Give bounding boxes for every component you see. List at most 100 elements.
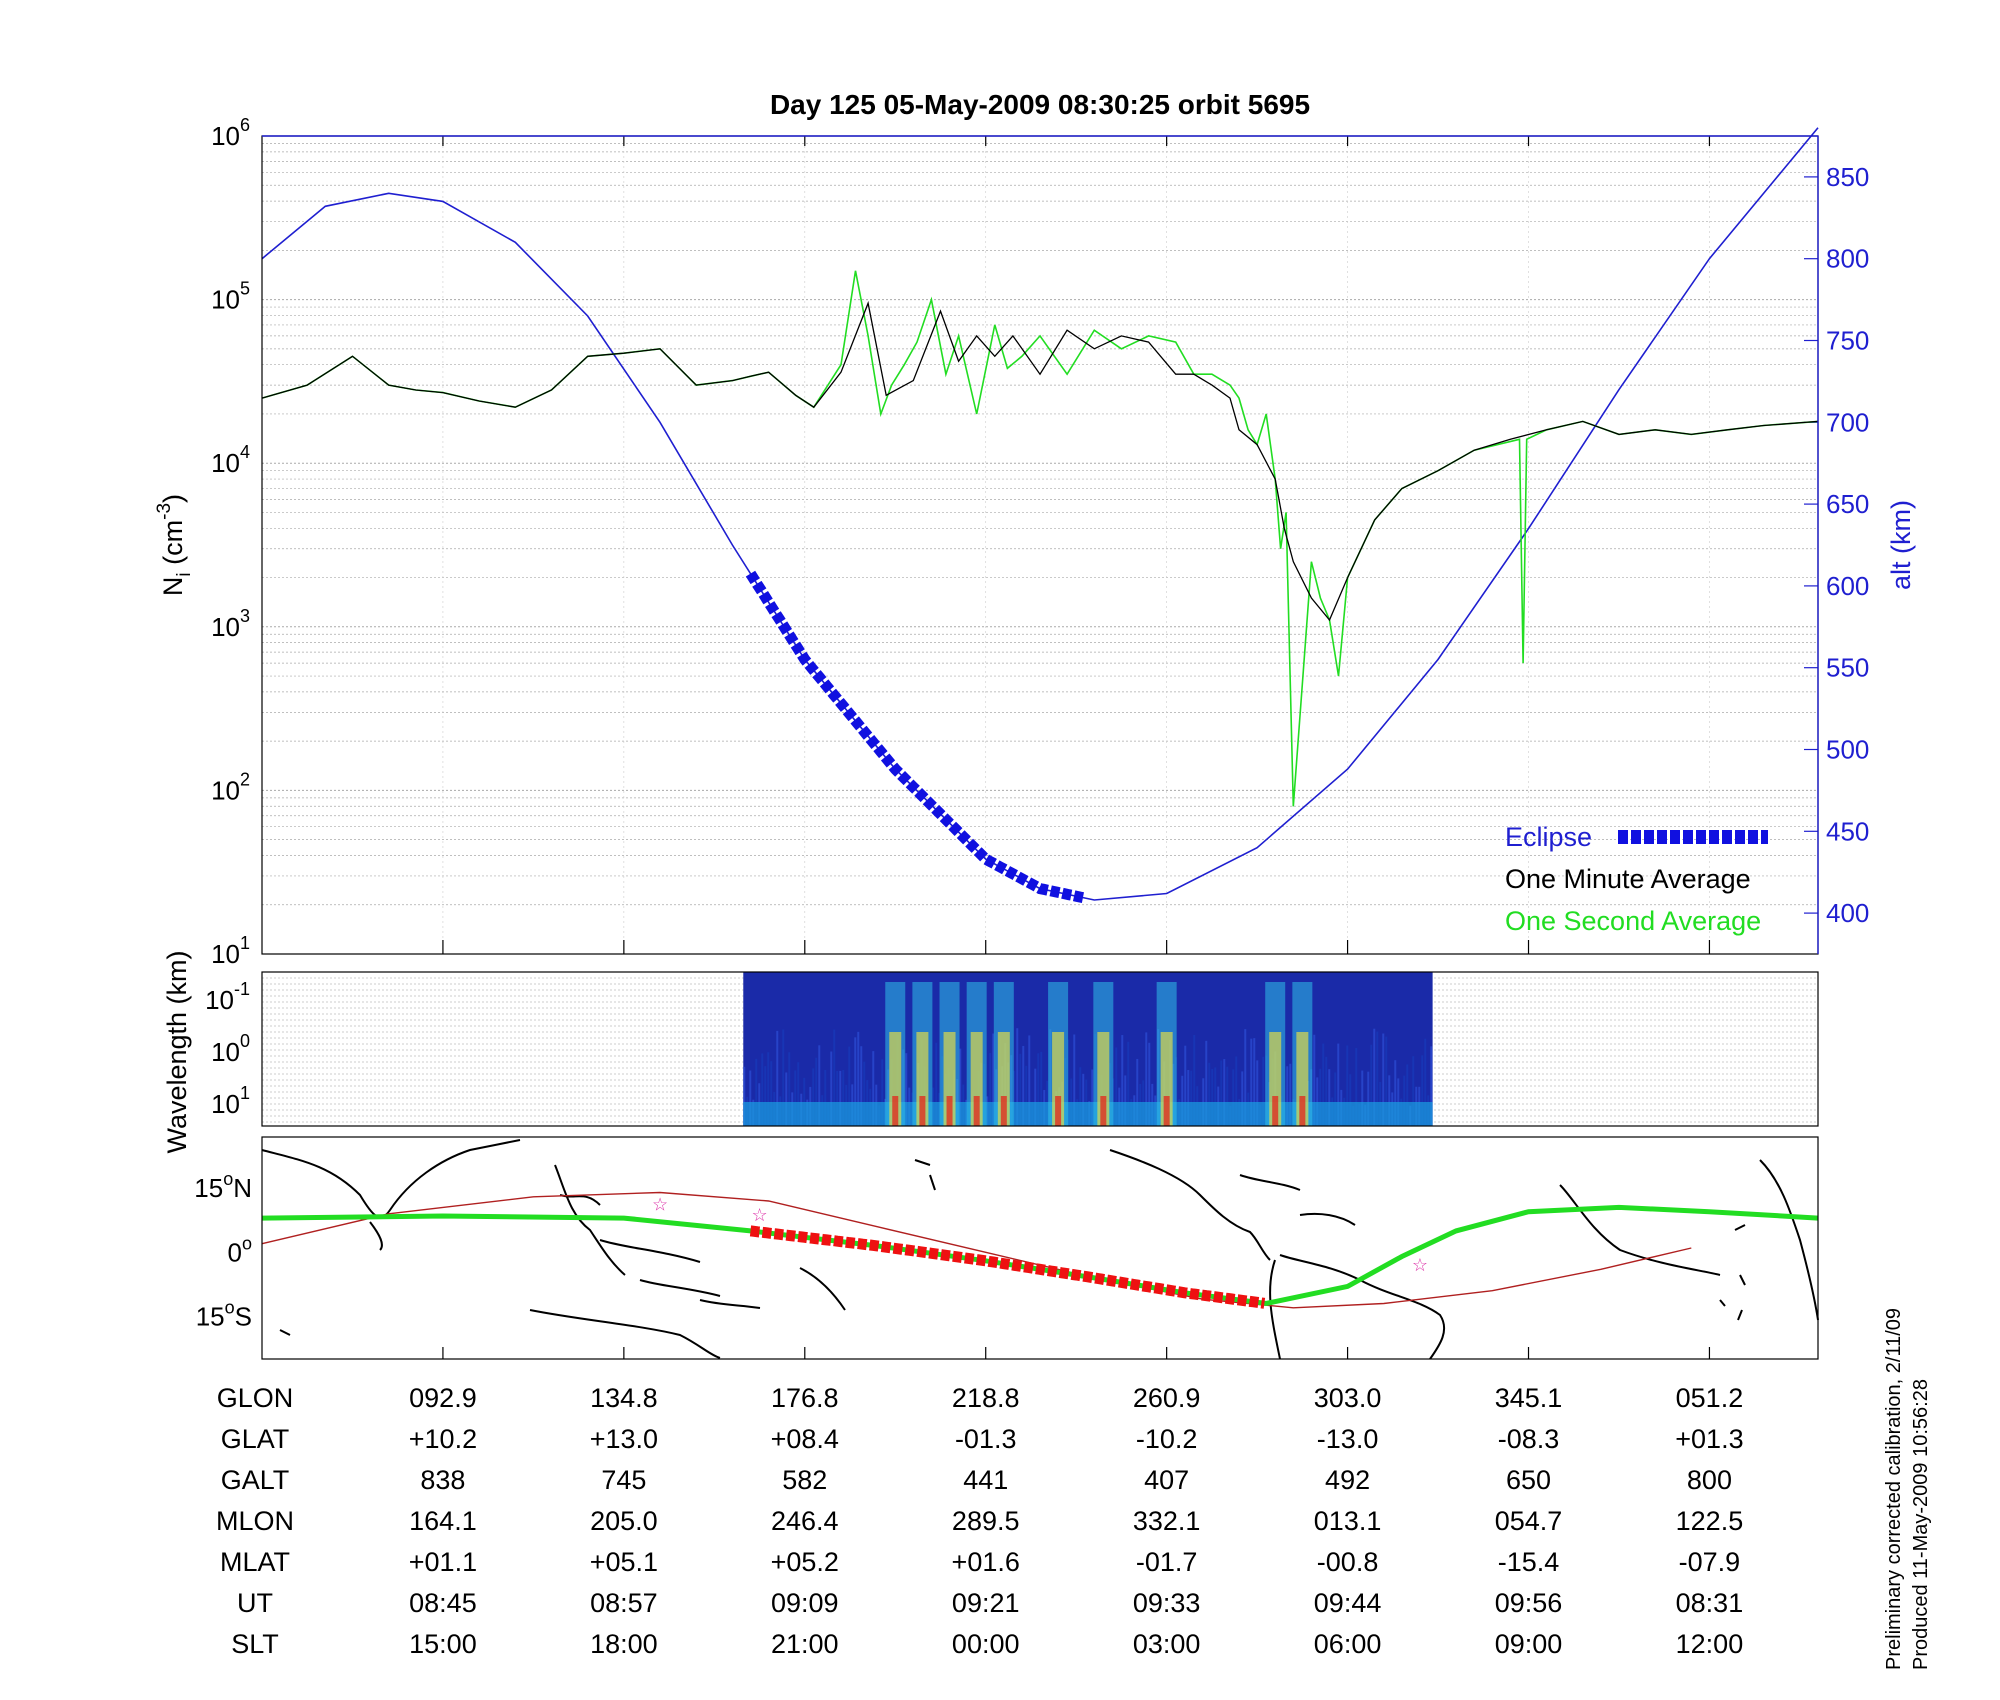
spectrogram-column <box>1079 1067 1082 1126</box>
spectrogram-column <box>1403 1075 1406 1126</box>
spectrogram-column <box>1226 1066 1229 1126</box>
spectrogram-column <box>1313 1034 1316 1126</box>
table-cell: 332.1 <box>1133 1506 1201 1536</box>
spectrogram-band-peak <box>973 1096 980 1126</box>
spectrogram-column <box>1319 1068 1322 1126</box>
spectrogram-column <box>1328 1069 1331 1126</box>
spectrogram-column <box>1412 1056 1415 1126</box>
spectrogram-column <box>1013 1070 1016 1126</box>
spectrogram-column <box>992 1033 995 1126</box>
table-cell: -01.3 <box>955 1424 1017 1454</box>
spectrogram-column <box>1040 1051 1043 1126</box>
spectrogram-column <box>842 1069 845 1126</box>
spectrogram-column <box>749 1070 752 1126</box>
spectrogram-band-peak <box>919 1096 926 1126</box>
spectrogram-column <box>872 1051 875 1126</box>
spectrogram-column <box>1361 1070 1364 1126</box>
spectrogram-column <box>1256 1060 1259 1126</box>
footnote-line1: Preliminary corrected calibration, 2/11/… <box>1883 1308 1905 1670</box>
density-grid <box>262 136 1818 955</box>
spectrogram-column <box>1235 1056 1238 1126</box>
spectrogram-column <box>818 1045 821 1126</box>
spectrogram-column <box>1205 1040 1208 1126</box>
spectrogram-column <box>833 1029 836 1126</box>
spectrogram-y-tick-label: 100 <box>211 1031 250 1067</box>
map-y-tick-label: 15oS <box>196 1297 252 1331</box>
table-row-label: GLAT <box>221 1424 290 1454</box>
spectrogram-column <box>815 1057 818 1126</box>
table-cell: 407 <box>1144 1465 1189 1495</box>
altitude-line <box>261 127 1819 901</box>
spectrogram-y-ticks: 10-1 100 101 <box>205 979 250 1119</box>
ground-track-line <box>261 1204 1819 1307</box>
spectrogram-column <box>1034 1068 1037 1126</box>
star-marker: ☆ <box>652 1195 668 1215</box>
spectrogram-column <box>1262 1056 1265 1126</box>
spectrogram-column <box>1184 1045 1187 1126</box>
density-y-tick-label: 106 <box>211 115 250 151</box>
map-series: ☆ ☆ ☆ <box>261 1191 1819 1309</box>
spectrogram-column <box>1214 1067 1217 1126</box>
spectrogram-column <box>1322 1043 1325 1126</box>
spectrogram-column <box>770 1061 773 1126</box>
spectrogram-column <box>1181 1075 1184 1126</box>
spectrogram-column <box>1424 1038 1427 1126</box>
table-cell: +13.0 <box>590 1424 658 1454</box>
spectrogram-column <box>905 1053 908 1126</box>
star-marker: ☆ <box>751 1205 767 1225</box>
spectrogram-panel: 10-1 100 101 Wavelength (km) <box>162 950 1819 1154</box>
table-row-label: SLT <box>231 1629 279 1659</box>
table-cell: 492 <box>1325 1465 1370 1495</box>
spectrogram-column <box>1241 1071 1244 1126</box>
spectrogram-column <box>959 1048 962 1126</box>
table-cell: 09:33 <box>1133 1588 1201 1618</box>
spectrogram-column <box>1406 1064 1409 1126</box>
density-panel: 101 102 103 104 105 106 400 450 500 550 600 650 700… <box>154 115 1916 969</box>
spectrogram-column <box>860 1046 863 1126</box>
table-cell: 09:44 <box>1314 1588 1382 1618</box>
density-y-tick-label: 103 <box>211 606 250 642</box>
spectrogram-column <box>1121 1035 1124 1126</box>
table-row-label: GALT <box>221 1465 290 1495</box>
spectrogram-column <box>1208 1062 1211 1126</box>
spectrogram-column <box>1025 1065 1028 1126</box>
table-cell: 800 <box>1687 1465 1732 1495</box>
spectrogram-column <box>1286 1066 1289 1126</box>
table-row-label: UT <box>237 1588 273 1618</box>
table-cell: 205.0 <box>590 1506 658 1536</box>
spectrogram-column <box>812 1068 815 1126</box>
table-row-label: GLON <box>217 1383 294 1413</box>
spectrogram-column <box>857 1031 860 1126</box>
table-cell: -00.8 <box>1317 1547 1379 1577</box>
table-cell: 134.8 <box>590 1383 658 1413</box>
spectrogram-column <box>1211 1068 1214 1126</box>
spectrogram-column <box>785 1072 788 1126</box>
table-cell: 08:31 <box>1676 1588 1744 1618</box>
spectrogram-column <box>1028 1035 1031 1126</box>
density-y-tick-label: 104 <box>211 442 250 478</box>
table-cell: 289.5 <box>952 1506 1020 1536</box>
spectrogram-column <box>1385 1036 1388 1126</box>
spectrogram-column <box>1250 1038 1253 1126</box>
table-cell: +01.3 <box>1675 1424 1743 1454</box>
map-y-ticks: 15oN 0o 15oS <box>194 1169 252 1331</box>
table-cell: -01.7 <box>1136 1547 1198 1577</box>
table-row-label: MLAT <box>220 1547 290 1577</box>
table-cell: +01.1 <box>409 1547 477 1577</box>
spectrogram-band-peak <box>892 1096 899 1126</box>
spectrogram-column <box>1037 1053 1040 1126</box>
spectrogram-column <box>824 1069 827 1126</box>
spectrogram-band-peak <box>1272 1096 1279 1126</box>
spectrogram-column <box>830 1051 833 1126</box>
spectrogram-column <box>797 1062 800 1126</box>
spectrogram-band-peak <box>1055 1096 1062 1126</box>
table-cell: 303.0 <box>1314 1383 1382 1413</box>
spectrogram-column <box>1334 1072 1337 1126</box>
table-cell: 164.1 <box>409 1506 477 1536</box>
table-cell: 745 <box>601 1465 646 1495</box>
spectrogram-band-peak <box>1299 1096 1306 1126</box>
spectrogram-column <box>1136 1058 1139 1126</box>
spectrogram-column <box>1016 1028 1019 1126</box>
table-cell: 122.5 <box>1676 1506 1744 1536</box>
spectrogram-column <box>1367 1071 1370 1126</box>
